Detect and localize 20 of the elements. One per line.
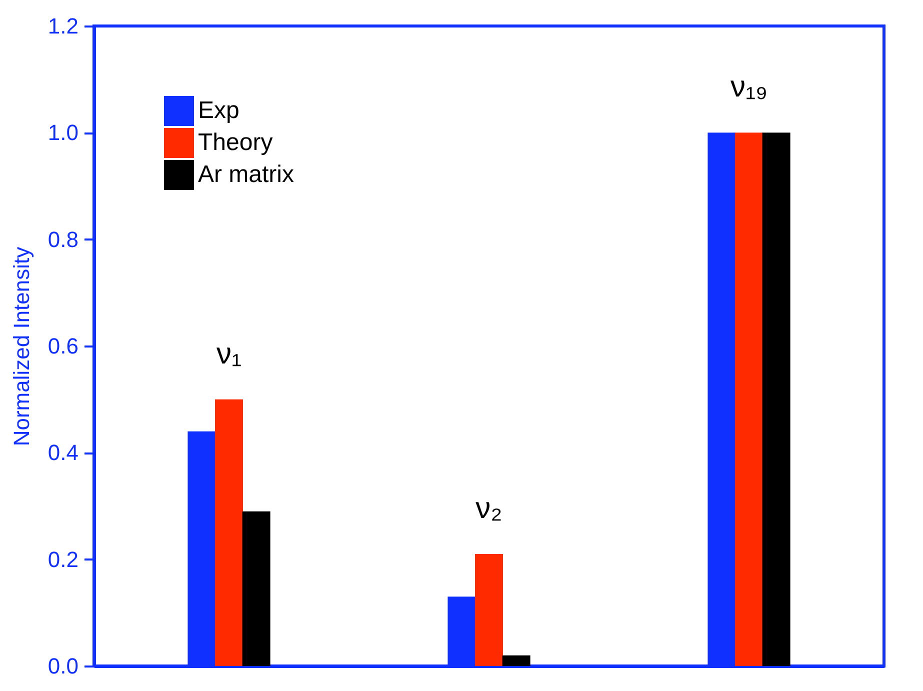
annotation: ν₁ [216, 337, 242, 370]
y-axis-title: Normalized Intensity [8, 246, 34, 446]
legend-label: Theory [198, 129, 273, 156]
y-tick-label: 0.0 [48, 654, 78, 678]
legend-label: Exp [198, 97, 240, 124]
y-tick-label: 0.4 [48, 440, 78, 466]
bar [762, 132, 790, 666]
bar [502, 655, 530, 666]
y-tick-label: 0.6 [48, 334, 78, 358]
annotation: ν₂ [476, 492, 502, 525]
annotation: ν₁₉ [730, 70, 768, 104]
legend-label: Ar matrix [198, 161, 294, 188]
bar [215, 399, 243, 666]
bar [242, 511, 270, 666]
y-tick-label: 0.8 [48, 226, 78, 252]
bar [475, 554, 503, 666]
y-tick-label: 1.2 [48, 14, 78, 38]
y-tick-label: 1.0 [48, 120, 78, 146]
y-tick-label: 0.2 [48, 546, 78, 572]
bar [735, 132, 763, 666]
